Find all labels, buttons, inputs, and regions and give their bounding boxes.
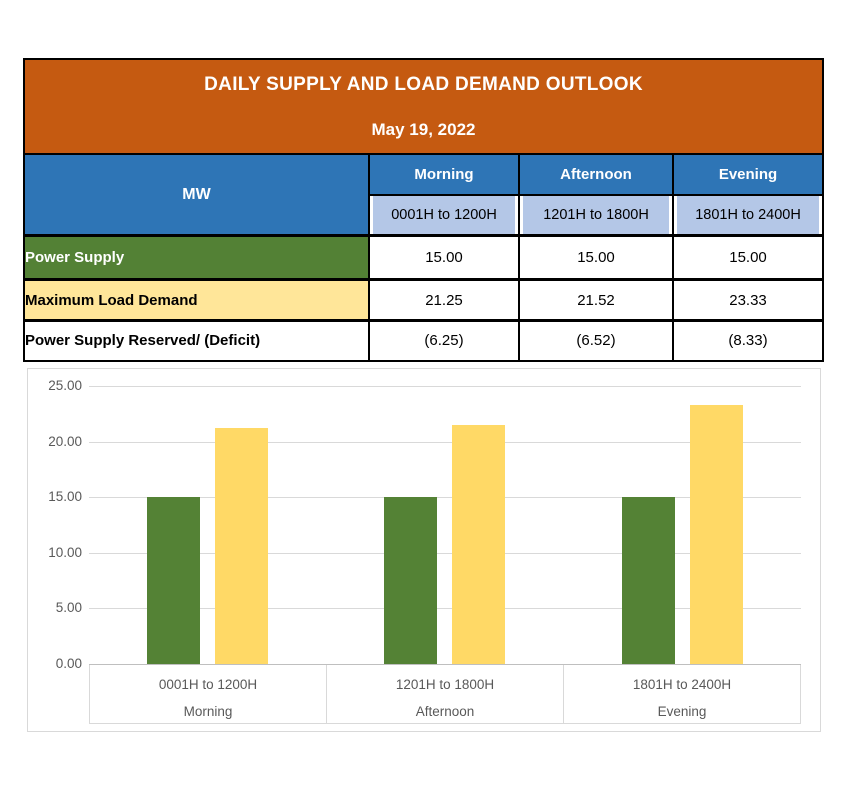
column-header-morning: Morning: [368, 153, 520, 196]
y-tick-label: 10.00: [48, 544, 82, 560]
unit-header-cell: MW: [23, 153, 370, 237]
row-label-power-supply: Power Supply: [23, 234, 370, 281]
bar-maximum-load-demand: [215, 427, 269, 664]
bar-group-morning: [89, 386, 326, 664]
category-period-label: Evening: [657, 704, 707, 719]
value-cell: 15.00: [368, 234, 520, 281]
x-axis-category-labels: 0001H to 1200H Morning 1201H to 1800H After…: [89, 664, 801, 724]
y-tick-label: 0.00: [55, 656, 82, 671]
category-period-label: Morning: [183, 704, 233, 719]
hours-cell-morning: 0001H to 1200H: [368, 194, 520, 237]
category-hours-label: 0001H to 1200H: [158, 677, 258, 692]
value-cell: (6.25): [368, 319, 520, 362]
table-row-power-supply: Power Supply 15.00 15.00 15.00: [23, 234, 825, 281]
bar-maximum-load-demand: [689, 404, 743, 664]
value-cell: 15.00: [671, 234, 825, 281]
hours-evening: 1801H to 2400H: [677, 196, 820, 234]
bar-group-evening: [564, 386, 801, 664]
bar-groups: [89, 386, 801, 664]
table-title-cell: DAILY SUPPLY AND LOAD DEMAND OUTLOOK May…: [22, 58, 825, 155]
report-title: DAILY SUPPLY AND LOAD DEMAND OUTLOOK: [204, 73, 643, 95]
y-tick-label: 25.00: [48, 378, 82, 393]
table-row-reserve-deficit: Power Supply Reserved/ (Deficit) (6.25) …: [23, 319, 825, 362]
bar-group-afternoon: [326, 386, 563, 664]
value-cell: 21.52: [518, 278, 674, 322]
supply-demand-table: DAILY SUPPLY AND LOAD DEMAND OUTLOOK May…: [22, 58, 825, 362]
category-label-afternoon: 1201H to 1800H Afternoon: [326, 665, 563, 723]
gridline: [89, 386, 801, 387]
gridline: [89, 497, 801, 499]
row-label-max-load-demand: Maximum Load Demand: [23, 278, 370, 322]
hours-morning: 0001H to 1200H: [373, 196, 515, 234]
plot-area: [89, 386, 801, 664]
bar-power-supply: [621, 497, 675, 664]
value-cell: 23.33: [671, 278, 825, 322]
bar-chart-panel: 25.00 20.00 15.00 10.00 5.00 0.00 0001H to 12…: [27, 368, 821, 732]
y-tick-label: 20.00: [48, 433, 82, 449]
gridline: [89, 608, 801, 610]
report-date: May 19, 2022: [371, 119, 476, 139]
y-tick-label: 5.00: [55, 600, 82, 616]
table-row-max-load-demand: Maximum Load Demand 21.25 21.52 23.33: [23, 278, 825, 322]
category-label-morning: 0001H to 1200H Morning: [89, 665, 326, 723]
column-header-afternoon: Afternoon: [518, 153, 674, 196]
category-period-label: Afternoon: [415, 704, 475, 719]
gridline: [89, 441, 801, 443]
value-cell: (8.33): [671, 319, 825, 362]
hours-afternoon: 1201H to 1800H: [523, 196, 669, 234]
row-label-reserve-deficit: Power Supply Reserved/ (Deficit): [23, 319, 370, 362]
hours-cell-afternoon: 1201H to 1800H: [518, 194, 674, 237]
value-cell: (6.52): [518, 319, 674, 362]
hours-cell-evening: 1801H to 2400H: [671, 194, 825, 237]
value-cell: 21.25: [368, 278, 520, 322]
value-cell: 15.00: [518, 234, 674, 281]
bar-power-supply: [384, 497, 438, 664]
category-hours-label: 1801H to 2400H: [632, 677, 732, 692]
gridline: [89, 552, 801, 554]
category-hours-label: 1201H to 1800H: [395, 677, 495, 692]
category-label-evening: 1801H to 2400H Evening: [563, 665, 801, 723]
bar-maximum-load-demand: [452, 424, 506, 664]
y-tick-label: 15.00: [48, 489, 82, 505]
column-header-evening: Evening: [671, 153, 825, 196]
bar-power-supply: [147, 497, 201, 664]
